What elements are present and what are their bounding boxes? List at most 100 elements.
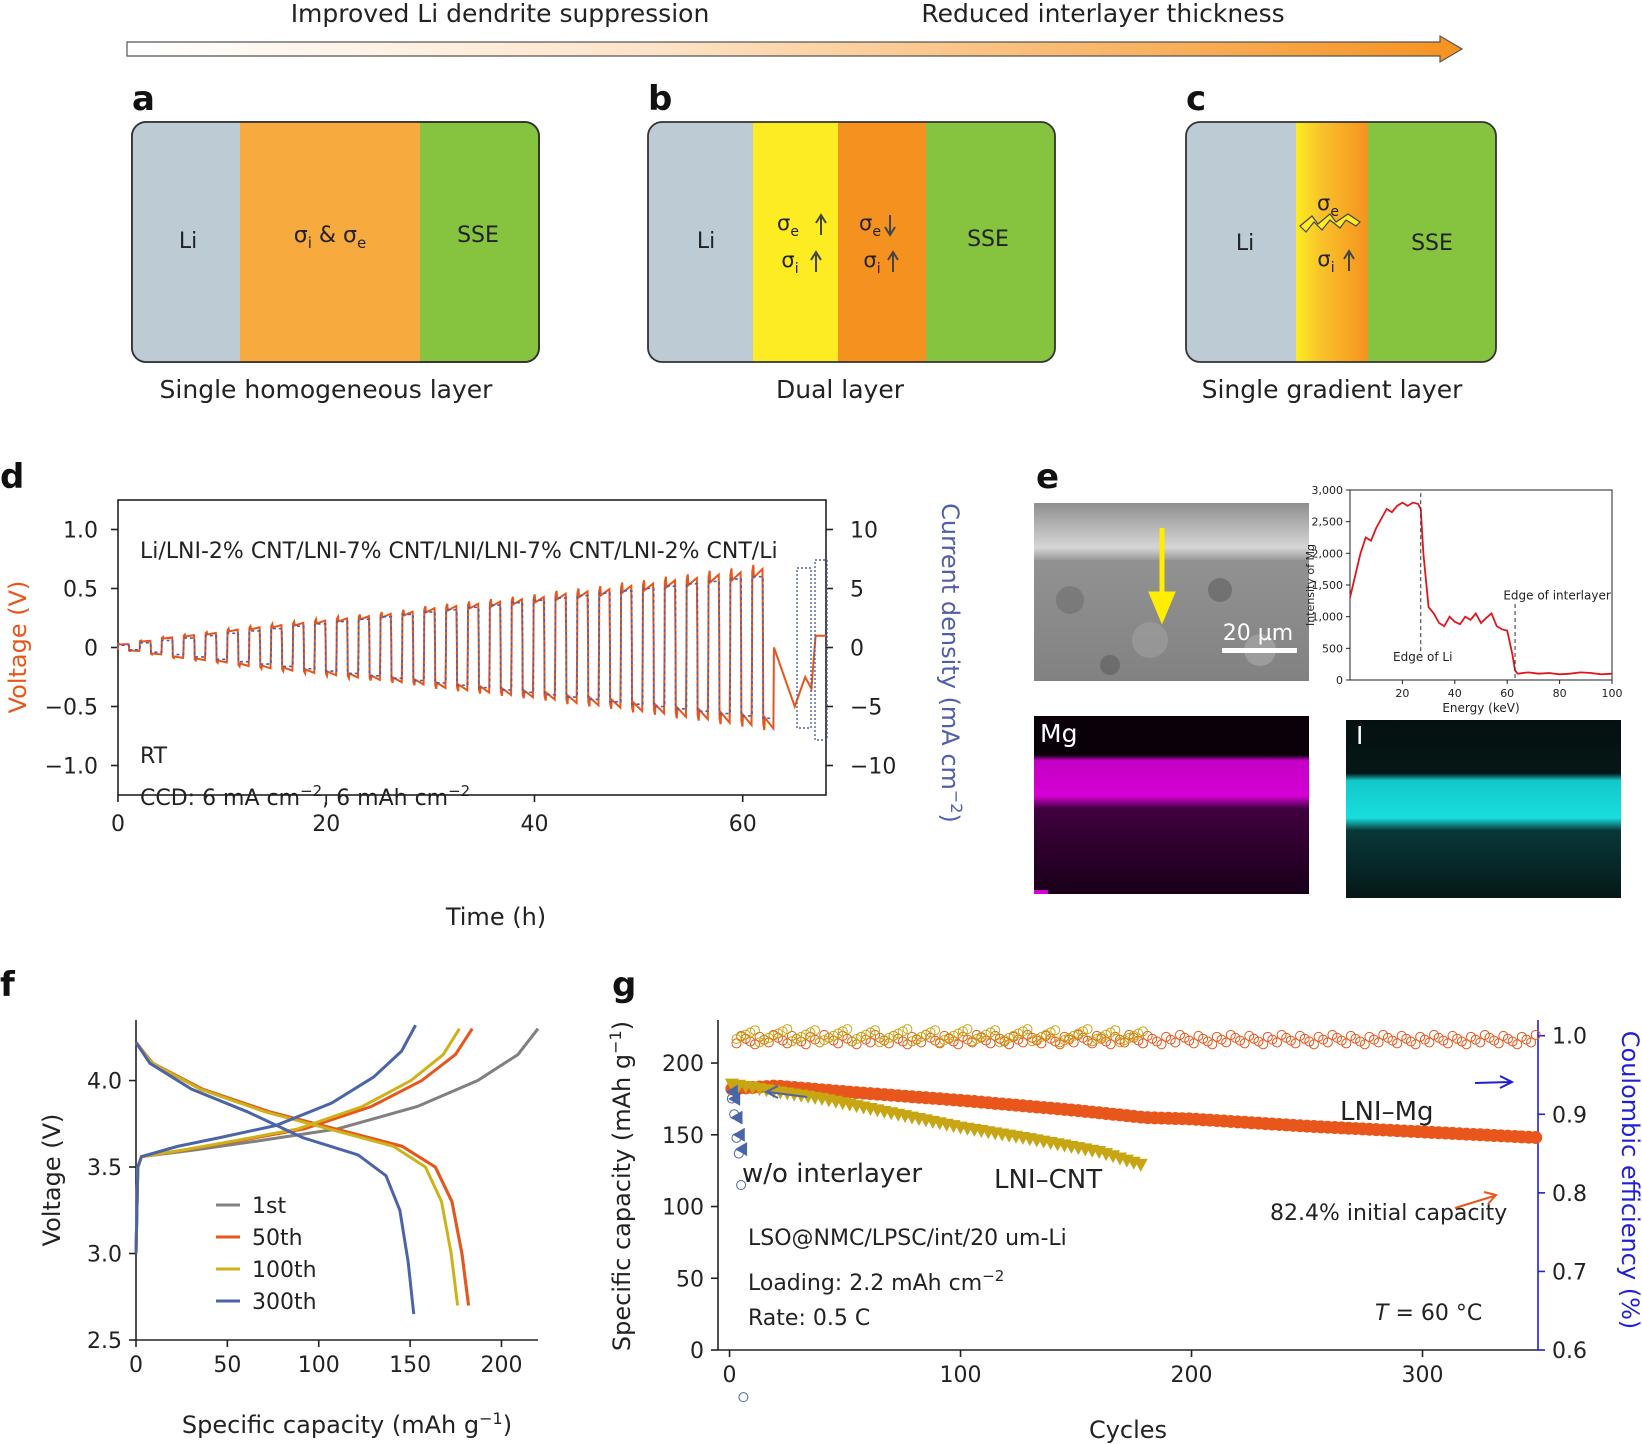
panel-b-diagram: Li SSE σe σi σe σi [647, 121, 1056, 363]
chart-g-ce-lnicnt-point [967, 1036, 978, 1047]
chart-e-frame [1349, 489, 1613, 681]
chart-g-ce-lnicnt-point [1008, 1030, 1019, 1041]
chart-e-ytick-label: 3,000 [1312, 484, 1344, 497]
chart-g-ylabel: Specific capacity (mAh g−1) [606, 1021, 636, 1351]
panel-a-li: Li [179, 229, 197, 254]
chart-d-xtick-label: 20 [312, 812, 340, 837]
chart-g-ce-lnicnt-point [1105, 1027, 1116, 1038]
lightning-icon [1299, 213, 1361, 233]
chart-f-xtick-label: 150 [389, 1353, 431, 1378]
chart-g-rate-label: Rate: 0.5 C [748, 1306, 870, 1331]
mg-map-label: Mg [1040, 719, 1077, 748]
chart-g-ce-lnicnt-point [749, 1025, 760, 1036]
panel-c-sig-e: σe [1317, 191, 1339, 220]
chart-g-ce-lnicnt-point [846, 1036, 857, 1047]
chart-g-ytick-label: 100 [662, 1196, 704, 1221]
chart-g-y2tick-label: 0.6 [1552, 1339, 1587, 1364]
chart-d-ytick-label: 1.0 [63, 519, 98, 544]
chart-d-y2tick-label: 10 [850, 519, 878, 544]
chart-f-ytick-label: 4.0 [87, 1070, 122, 1095]
chart-g-ce-lnicnt-point [1124, 1032, 1135, 1043]
panel-a-sse: SSE [457, 223, 499, 248]
chart-g-ce-lnicnt-point [902, 1024, 913, 1035]
panel-b-o-sig-e: σe [859, 211, 881, 240]
chart-g-lnicnt-label: LNI–CNT [994, 1165, 1102, 1195]
chart-g-ce-lnicnt-point [805, 1027, 816, 1038]
yellow-arrow [1148, 528, 1176, 625]
chart-g-ce-lnicnt-point [943, 1032, 954, 1043]
chart-g-ce-lnicnt-point [1114, 1037, 1125, 1048]
chart-g-ce-lnicnt-point [939, 1035, 950, 1046]
chart-g-ce-lnicnt-point [1138, 1026, 1149, 1037]
chart-f-ytick-label: 3.5 [87, 1156, 122, 1181]
chart-f-charge-300th [134, 1024, 417, 1254]
chart-g-ce-lnicnt-point [736, 1031, 747, 1042]
chart-g-ce-lnicnt-point [1059, 1035, 1070, 1046]
chart-g-ce-lnimg-point [1475, 1037, 1486, 1048]
panel-d-label: d [0, 457, 24, 497]
chart-d-ytick-label: 0 [84, 637, 98, 662]
chart-d-y2label: Current density (mA cm−2) [936, 503, 966, 823]
chart-g-ce-lnicnt-point [833, 1028, 844, 1039]
chart-g-ytick-label: 50 [676, 1267, 704, 1292]
chart-g-ce-lnicnt-point [1054, 1037, 1065, 1048]
chart-g-ce-lnicnt-point [893, 1028, 904, 1039]
panel-a-mid: σi & σe [294, 223, 366, 252]
chart-g-ce-lnimg-point [1461, 1039, 1472, 1050]
chart-g-wo-point [732, 1127, 745, 1142]
chart-g-ce-lnicnt-point [1087, 1036, 1098, 1047]
chart-f-ytick-label: 3.0 [87, 1243, 122, 1268]
chart-g-ce-lnicnt-point [907, 1036, 918, 1047]
chart-g-ce-lnicnt-point [980, 1029, 991, 1040]
chart-g-ce-lnimg-point [1105, 1039, 1116, 1050]
chart-g-ce-lnicnt-point [800, 1029, 811, 1040]
chart-g-ce-lnimg-point [1442, 1038, 1453, 1049]
chart-f-legend-1st: 1st [252, 1194, 286, 1219]
chart-g-ce-lnicnt-point [1128, 1030, 1139, 1041]
chart-g-ce-lnicnt-point [810, 1025, 821, 1036]
chart-e-xtick-label: 100 [1602, 687, 1623, 700]
chart-g-ce-lnicnt-point [1036, 1031, 1047, 1042]
chart-e-ytick-label: 2,000 [1312, 547, 1344, 560]
chart-g-ce-lnicnt-point [1050, 1025, 1061, 1036]
panel-b-label: b [648, 79, 672, 119]
chart-e-mg-line [1349, 501, 1613, 676]
chart-g-ce-lnicnt-point [763, 1032, 774, 1043]
chart-g-ce-lnimg-point [1526, 1037, 1537, 1048]
chart-f-charge-100th [134, 1027, 461, 1254]
chart-g-ce-lnimg-point [1392, 1038, 1403, 1049]
chart-f-legend-100th: 100th [252, 1258, 317, 1283]
chart-g-ce-lnicnt-point [971, 1034, 982, 1045]
chart-e-ytick-label: 2,500 [1312, 516, 1344, 529]
chart-g-ce-lnicnt-point [920, 1029, 931, 1040]
chart-g-xtick-label: 0 [723, 1363, 737, 1388]
chart-g-ce-lnimg-point [1188, 1038, 1199, 1049]
chart-g-ce-lnicnt-point [1091, 1034, 1102, 1045]
chart-f-ylabel: Voltage (V) [38, 1114, 66, 1247]
chart-f-xlabel: Specific capacity (mAh g−1) [182, 1409, 512, 1439]
chart-g-ce-lnicnt-point [842, 1024, 853, 1035]
chart-g-lnimg-label: LNI–Mg [1340, 1097, 1434, 1127]
chart-g-ytick-label: 0 [690, 1339, 704, 1364]
chart-g-ce-lnicnt-point [1022, 1024, 1033, 1035]
chart-g-ce-lnicnt-point [796, 1031, 807, 1042]
chart-g-wo-point [730, 1110, 743, 1125]
chart-g-ce-lnimg-point [1221, 1037, 1232, 1048]
panel-b-y-sig-i: σi [781, 248, 798, 277]
chart-g-ce-lnicnt-point [1110, 1025, 1121, 1036]
panel-e-label: e [1036, 457, 1059, 497]
chart-g-ce-lnicnt-point [1073, 1028, 1084, 1039]
chart-g-ce-lnimg-point [1322, 1037, 1333, 1048]
panel-a-caption: Single homogeneous layer [160, 375, 494, 404]
chart-g-ce-lnimg-point [1493, 1038, 1504, 1049]
chart-d-title: Li/LNI-2% CNT/LNI-7% CNT/LNI/LNI-7% CNT/… [140, 539, 778, 564]
chart-g-ce-lnimg-point [833, 1038, 844, 1049]
chart-g-ce-lnicnt-point [782, 1024, 793, 1035]
chart-g-ce-lnicnt-point [1133, 1028, 1144, 1039]
chart-f-discharge-100th [134, 1041, 460, 1306]
chart-g-ce-lnicnt-point [1082, 1024, 1093, 1035]
chart-g-ce-lnicnt-point [934, 1037, 945, 1048]
panel-f-label: f [0, 965, 16, 1005]
i-map: I [1346, 720, 1621, 898]
